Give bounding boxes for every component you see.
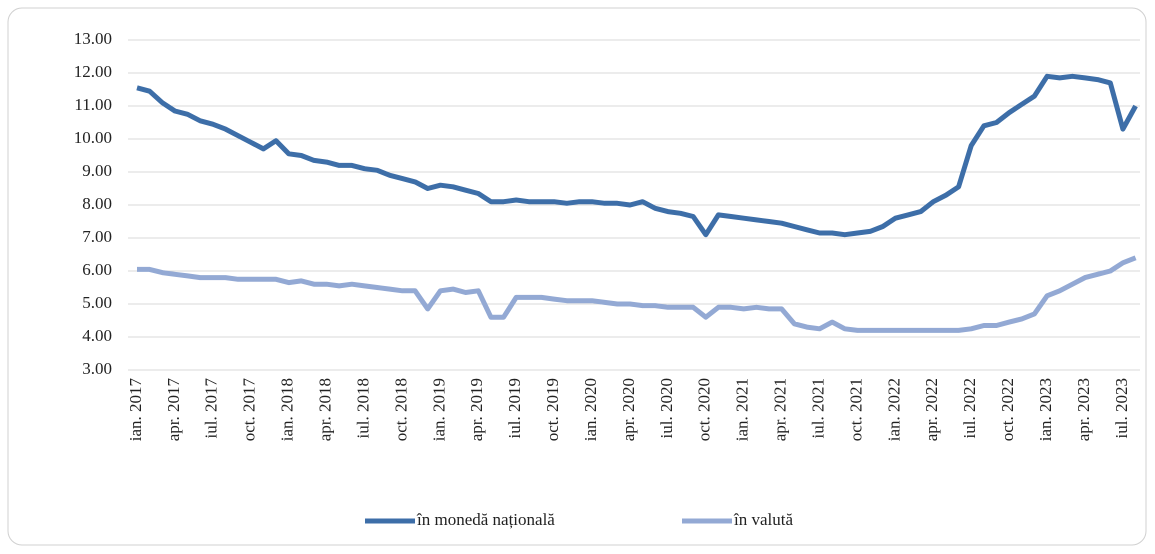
x-tick-label: ian. 2018 bbox=[278, 378, 297, 441]
x-tick-label: apr. 2021 bbox=[771, 378, 790, 441]
x-tick-label: oct. 2019 bbox=[543, 378, 562, 441]
y-tick-label: 10.00 bbox=[74, 128, 112, 147]
x-tick-label: oct. 2022 bbox=[998, 378, 1017, 441]
y-tick-label: 3.00 bbox=[82, 359, 112, 378]
x-tick-label: iul. 2019 bbox=[505, 378, 524, 438]
x-tick-label: apr. 2017 bbox=[164, 378, 183, 442]
x-tick-label: apr. 2020 bbox=[619, 378, 638, 441]
x-tick-label: iul. 2023 bbox=[1112, 378, 1131, 438]
x-tick-label: ian. 2022 bbox=[884, 378, 903, 441]
y-tick-label: 7.00 bbox=[82, 227, 112, 246]
x-tick-label: ian. 2017 bbox=[126, 378, 145, 442]
x-tick-label: ian. 2023 bbox=[1036, 378, 1055, 441]
y-tick-label: 11.00 bbox=[74, 95, 112, 114]
x-tick-label: ian. 2021 bbox=[733, 378, 752, 441]
x-tick-label: apr. 2022 bbox=[922, 378, 941, 441]
x-tick-label: ian. 2020 bbox=[581, 378, 600, 441]
legend-label: în valută bbox=[733, 510, 793, 529]
x-tick-label: apr. 2018 bbox=[316, 378, 335, 441]
x-tick-label: oct. 2017 bbox=[240, 378, 259, 442]
x-tick-label: iul. 2020 bbox=[657, 378, 676, 438]
chart-frame bbox=[7, 7, 1147, 546]
x-tick-label: apr. 2019 bbox=[467, 378, 486, 441]
y-tick-label: 5.00 bbox=[82, 293, 112, 312]
x-tick-label: oct. 2018 bbox=[391, 378, 410, 441]
y-tick-label: 6.00 bbox=[82, 260, 112, 279]
y-tick-label: 4.00 bbox=[82, 326, 112, 345]
y-tick-label: 12.00 bbox=[74, 62, 112, 81]
x-tick-label: apr. 2023 bbox=[1074, 378, 1093, 441]
y-tick-label: 9.00 bbox=[82, 161, 112, 180]
x-tick-label: iul. 2017 bbox=[202, 378, 221, 439]
y-tick-label: 13.00 bbox=[74, 29, 112, 48]
y-tick-label: 8.00 bbox=[82, 194, 112, 213]
x-tick-label: iul. 2018 bbox=[353, 378, 372, 438]
data-line bbox=[137, 255, 1137, 333]
x-tick-label: oct. 2021 bbox=[846, 378, 865, 441]
legend-label: în monedă națională bbox=[416, 510, 555, 529]
x-tick-label: iul. 2021 bbox=[808, 378, 827, 438]
x-tick-label: iul. 2022 bbox=[960, 378, 979, 438]
data-line bbox=[136, 73, 1138, 238]
x-tick-label: ian. 2019 bbox=[429, 378, 448, 441]
x-tick-label: oct. 2020 bbox=[695, 378, 714, 441]
